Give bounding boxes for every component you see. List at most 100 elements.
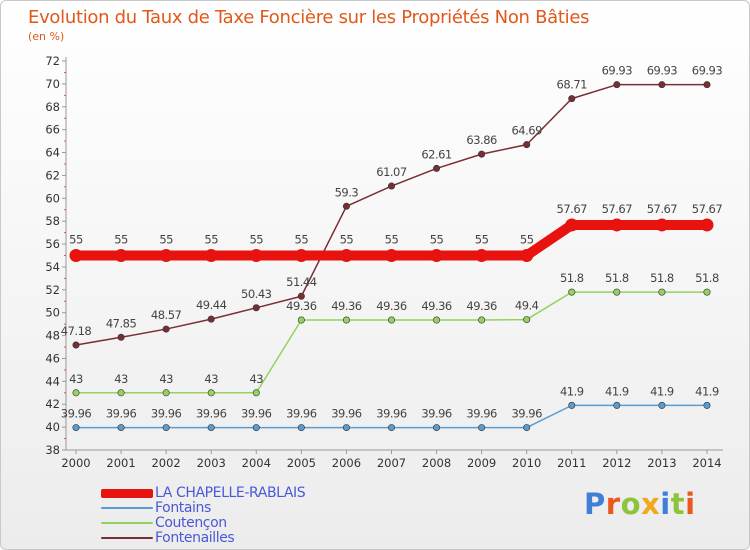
logo-letter: t bbox=[670, 487, 686, 521]
y-tick-label: 60 bbox=[45, 191, 60, 205]
y-tick-label: 68 bbox=[45, 100, 60, 114]
axes: 38 40 42 44 46 48 50 52 54 56 58 60 62 64 66 68 70 72 2000… bbox=[45, 54, 723, 470]
data-point-coutencon[interactable] bbox=[72, 389, 80, 397]
data-point-fontains[interactable] bbox=[252, 424, 260, 432]
x-tick-label: 2003 bbox=[197, 456, 226, 470]
data-point-coutencon[interactable] bbox=[433, 316, 441, 324]
data-point-la-chapelle-rablais[interactable] bbox=[520, 249, 534, 262]
data-point-la-chapelle-rablais[interactable] bbox=[69, 249, 83, 262]
data-point-la-chapelle-rablais[interactable] bbox=[159, 249, 173, 262]
data-point-fontenailles[interactable] bbox=[162, 325, 170, 333]
data-point-coutencon[interactable] bbox=[297, 316, 305, 324]
data-label-coutencon: 49.36 bbox=[331, 299, 362, 313]
x-tick-label: 2000 bbox=[61, 456, 90, 470]
data-point-fontenailles[interactable] bbox=[433, 164, 441, 172]
data-label-fontains: 41.9 bbox=[560, 384, 584, 398]
data-point-fontenailles[interactable] bbox=[342, 202, 350, 210]
data-label-fontenailles: 61.07 bbox=[376, 165, 407, 179]
data-label-la-chapelle-rablais: 55 bbox=[295, 233, 309, 247]
data-point-fontenailles[interactable] bbox=[523, 141, 531, 149]
data-point-la-chapelle-rablais[interactable] bbox=[610, 218, 624, 232]
y-tick-label: 62 bbox=[45, 168, 60, 182]
data-label-coutencon: 43 bbox=[204, 372, 218, 386]
data-point-fontenailles[interactable] bbox=[72, 341, 80, 349]
data-label-fontains: 39.96 bbox=[376, 407, 407, 421]
data-point-fontains[interactable] bbox=[703, 401, 711, 409]
data-point-fontenailles[interactable] bbox=[613, 81, 621, 89]
data-point-la-chapelle-rablais[interactable] bbox=[294, 249, 308, 262]
data-point-fontenailles[interactable] bbox=[207, 315, 215, 323]
data-label-fontains: 39.96 bbox=[286, 407, 317, 421]
data-point-coutencon[interactable] bbox=[162, 389, 170, 397]
y-tick-label: 56 bbox=[45, 237, 60, 251]
data-label-fontenailles: 69.93 bbox=[647, 64, 678, 78]
data-point-coutencon[interactable] bbox=[613, 288, 621, 296]
data-point-coutencon[interactable] bbox=[387, 316, 395, 324]
data-point-fontenailles[interactable] bbox=[568, 95, 576, 103]
data-point-la-chapelle-rablais[interactable] bbox=[114, 249, 128, 262]
logo-letter: P bbox=[584, 487, 606, 521]
data-label-coutencon: 43 bbox=[69, 372, 83, 386]
y-tick-label: 50 bbox=[45, 306, 60, 320]
data-point-fontenailles[interactable] bbox=[387, 182, 395, 190]
data-point-fontains[interactable] bbox=[523, 424, 531, 432]
data-point-fontenailles[interactable] bbox=[297, 292, 305, 300]
data-point-coutencon[interactable] bbox=[568, 288, 576, 296]
data-point-fontenailles[interactable] bbox=[658, 81, 666, 89]
x-tick-label: 2005 bbox=[287, 456, 316, 470]
data-label-fontenailles: 50.43 bbox=[241, 287, 272, 301]
data-point-coutencon[interactable] bbox=[478, 316, 486, 324]
data-point-coutencon[interactable] bbox=[523, 316, 531, 324]
data-point-la-chapelle-rablais[interactable] bbox=[475, 249, 489, 262]
data-point-la-chapelle-rablais[interactable] bbox=[384, 249, 398, 262]
data-point-la-chapelle-rablais[interactable] bbox=[339, 249, 353, 262]
data-point-coutencon[interactable] bbox=[252, 389, 260, 397]
x-tick-label: 2001 bbox=[106, 456, 135, 470]
x-tick-label: 2011 bbox=[557, 456, 586, 470]
data-label-la-chapelle-rablais: 55 bbox=[249, 233, 263, 247]
data-point-fontains[interactable] bbox=[433, 424, 441, 432]
data-point-fontains[interactable] bbox=[72, 424, 80, 432]
data-point-fontenailles[interactable] bbox=[478, 150, 486, 158]
data-point-fontenailles[interactable] bbox=[252, 304, 260, 312]
legend-swatch-fontenailles bbox=[101, 537, 153, 539]
y-tick-label: 44 bbox=[45, 374, 60, 388]
data-point-fontains[interactable] bbox=[478, 424, 486, 432]
data-point-coutencon[interactable] bbox=[658, 288, 666, 296]
data-point-fontains[interactable] bbox=[568, 401, 576, 409]
data-point-fontains[interactable] bbox=[613, 401, 621, 409]
data-point-fontains[interactable] bbox=[162, 424, 170, 432]
data-point-fontenailles[interactable] bbox=[117, 333, 125, 341]
x-tick-label: 2002 bbox=[151, 456, 180, 470]
data-point-la-chapelle-rablais[interactable] bbox=[565, 218, 579, 232]
data-label-la-chapelle-rablais: 55 bbox=[385, 233, 399, 247]
data-label-coutencon: 49.36 bbox=[376, 299, 407, 313]
data-point-fontains[interactable] bbox=[342, 424, 350, 432]
x-tick-label: 2009 bbox=[467, 456, 496, 470]
data-point-la-chapelle-rablais[interactable] bbox=[249, 249, 263, 262]
data-label-fontenailles: 62.61 bbox=[421, 147, 452, 161]
y-tick-label: 46 bbox=[45, 351, 60, 365]
data-label-la-chapelle-rablais: 55 bbox=[69, 233, 83, 247]
data-point-la-chapelle-rablais[interactable] bbox=[430, 249, 444, 262]
data-point-coutencon[interactable] bbox=[342, 316, 350, 324]
data-point-fontains[interactable] bbox=[297, 424, 305, 432]
data-point-la-chapelle-rablais[interactable] bbox=[655, 218, 669, 232]
data-point-fontains[interactable] bbox=[387, 424, 395, 432]
data-point-coutencon[interactable] bbox=[207, 389, 215, 397]
data-point-fontains[interactable] bbox=[658, 401, 666, 409]
data-point-fontenailles[interactable] bbox=[703, 81, 711, 89]
data-point-la-chapelle-rablais[interactable] bbox=[204, 249, 218, 262]
y-tick-label: 70 bbox=[45, 77, 60, 91]
data-label-fontenailles: 68.71 bbox=[557, 78, 588, 92]
data-point-coutencon[interactable] bbox=[117, 389, 125, 397]
data-point-fontains[interactable] bbox=[117, 424, 125, 432]
data-label-coutencon: 49.36 bbox=[466, 299, 497, 313]
y-tick-label: 40 bbox=[45, 420, 60, 434]
data-point-coutencon[interactable] bbox=[703, 288, 711, 296]
data-label-fontains: 41.9 bbox=[650, 384, 674, 398]
data-point-la-chapelle-rablais[interactable] bbox=[700, 218, 714, 232]
y-tick-label: 42 bbox=[45, 397, 60, 411]
data-point-fontains[interactable] bbox=[207, 424, 215, 432]
